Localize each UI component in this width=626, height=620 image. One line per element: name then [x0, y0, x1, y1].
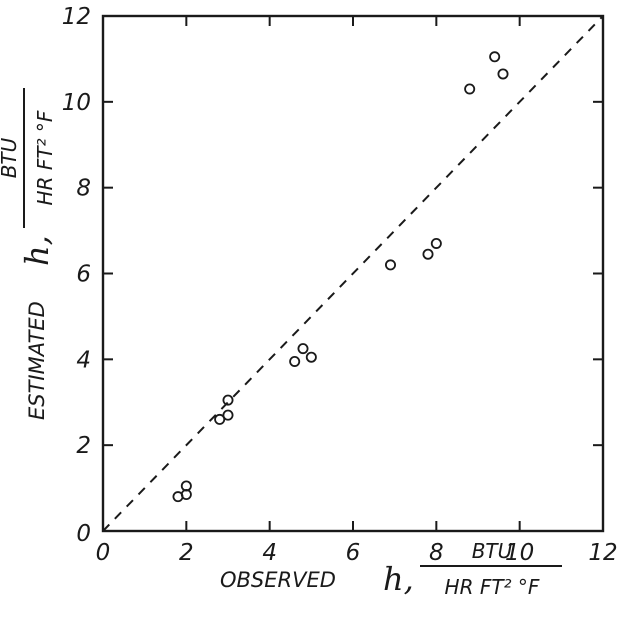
y-tick-label: 12: [62, 4, 91, 30]
data-point: [214, 413, 226, 425]
y-tick-label: 6: [76, 262, 91, 288]
x-axis-label-numerator: BTU: [472, 539, 513, 563]
x-tick-label: 2: [179, 540, 194, 566]
y-axis-label-numerator: BTU: [0, 137, 21, 178]
x-axis-label-main: OBSERVED: [220, 568, 336, 592]
data-point: [289, 355, 301, 367]
x-tick-label: 12: [588, 540, 617, 566]
data-point: [489, 51, 501, 63]
y-axis-label: ESTIMATED h, BTU HR FT² °F: [0, 88, 57, 420]
data-point: [422, 248, 434, 260]
data-point: [384, 259, 396, 271]
y-axis-label-main: ESTIMATED: [25, 301, 49, 420]
data-point: [430, 237, 442, 249]
data-point: [464, 83, 476, 95]
x-tick-label: 10: [505, 540, 534, 566]
y-tick-label: 4: [76, 347, 91, 373]
x-axis-label: OBSERVED h, BTU HR FT² °F: [220, 539, 562, 599]
y-tick-label: 8: [76, 176, 91, 202]
data-point: [497, 68, 509, 80]
x-tick-label: 0: [96, 540, 111, 566]
x-tick-label: 6: [346, 540, 361, 566]
y-tick-label: 0: [76, 521, 91, 547]
x-axis-label-denominator: HR FT² °F: [445, 575, 540, 599]
data-point: [180, 480, 192, 492]
y-axis-label-var: h,: [18, 235, 56, 266]
data-point: [297, 343, 309, 355]
reference-line-dashed: [102, 15, 604, 532]
y-axis-label-denominator: HR FT² °F: [33, 110, 57, 205]
x-tick-label: 4: [262, 540, 277, 566]
x-axis-label-var: h,: [383, 560, 414, 598]
y-tick-label: 10: [62, 90, 91, 116]
data-point: [305, 351, 317, 363]
y-tick-label: 2: [76, 433, 91, 459]
data-point: [222, 409, 234, 421]
data-point: [222, 394, 234, 406]
x-tick-label: 8: [429, 540, 444, 566]
